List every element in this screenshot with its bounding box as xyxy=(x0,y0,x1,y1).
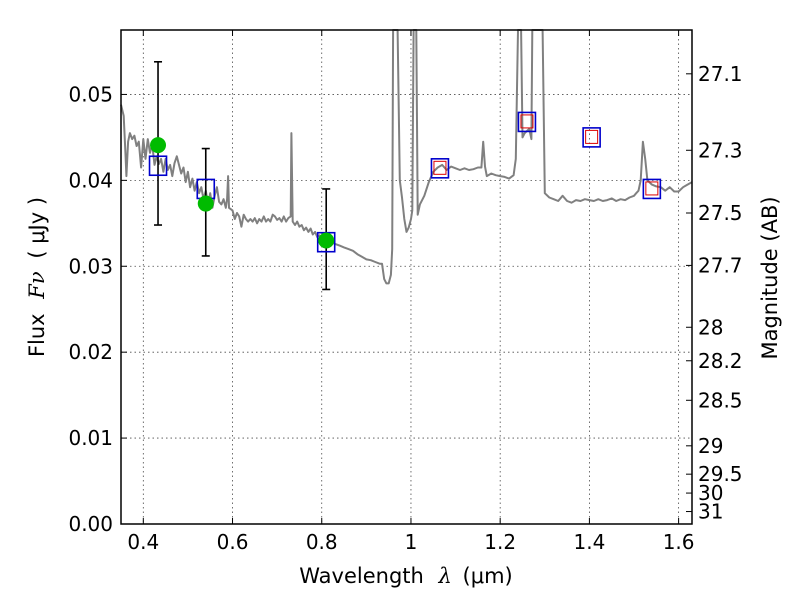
y-axis-label-symbol: Fν xyxy=(25,271,49,300)
x-tick-label: 0.6 xyxy=(217,530,249,554)
x-axis-label: Wavelength λ (μm) xyxy=(299,564,512,588)
model-photometry-square xyxy=(148,155,168,177)
x-tick-label: 1.2 xyxy=(484,530,516,554)
plot-frame xyxy=(120,29,693,525)
x-ticks: 0.4 0.6 0.8 1 1.2 1.4 1.6 xyxy=(127,30,695,554)
observed-data-point xyxy=(197,195,214,212)
x-tick-label: 1.6 xyxy=(663,530,695,554)
right-tick-label: 27.5 xyxy=(698,201,743,225)
model-photometry-square xyxy=(430,158,450,179)
right-tick-label: 28 xyxy=(698,315,723,339)
model-photometry-square xyxy=(582,127,601,148)
right-tick-label: 30 xyxy=(698,481,723,505)
x-axis-label-unit: (μm) xyxy=(463,564,513,588)
model-spectrum-line xyxy=(120,29,693,285)
y-tick-label: 0.02 xyxy=(68,340,113,364)
right-tick-label: 31 xyxy=(698,500,723,524)
right-tick-label: 27.7 xyxy=(698,253,743,277)
upper-limit-square xyxy=(645,181,659,196)
x-tick-label: 0.4 xyxy=(127,530,159,554)
y-tick-label: 0.01 xyxy=(68,426,113,450)
marker-layer xyxy=(148,111,662,253)
y-axis-label-unit: ( μJy ) xyxy=(25,197,49,259)
y-axis-label-prefix: Flux xyxy=(25,313,49,357)
grid-lines xyxy=(121,30,692,524)
right-tick-label: 29.5 xyxy=(698,462,743,486)
upper-limit-square xyxy=(520,114,534,129)
model-spectrum-layer xyxy=(120,29,693,285)
errorbar-layer xyxy=(154,60,331,291)
y-tick-label: 0.05 xyxy=(68,82,113,106)
x-tick-label: 0.8 xyxy=(306,530,338,554)
y-tick-label: 0.04 xyxy=(68,168,113,192)
x-tick-label: 1 xyxy=(405,530,418,554)
right-tick-label: 29 xyxy=(698,434,723,458)
y-tick-label: 0.03 xyxy=(68,254,113,278)
y-ticks: 0.00 0.01 0.02 0.03 0.04 0.05 xyxy=(68,82,127,536)
model-photometry-square xyxy=(517,111,537,133)
y-axis-right-label: Magnitude (AB) xyxy=(758,196,782,359)
upper-limit-square xyxy=(433,160,447,175)
y-axis-label: Flux Fν ( μJy ) xyxy=(25,197,49,357)
x-axis-label-prefix: Wavelength xyxy=(299,564,424,588)
y-tick-label: 0.00 xyxy=(68,512,113,536)
right-tick-label: 27.3 xyxy=(698,138,743,162)
upper-limit-square xyxy=(585,129,599,144)
x-axis-label-symbol: λ xyxy=(438,564,452,588)
x-tick-label: 1.4 xyxy=(573,530,605,554)
model-photometry-square xyxy=(642,178,662,200)
observed-data-point xyxy=(150,137,167,154)
observed-data-point xyxy=(318,232,335,249)
right-tick-label: 28.2 xyxy=(698,349,743,373)
right-tick-label: 27.1 xyxy=(698,62,743,86)
right-tick-label: 28.5 xyxy=(698,388,743,412)
